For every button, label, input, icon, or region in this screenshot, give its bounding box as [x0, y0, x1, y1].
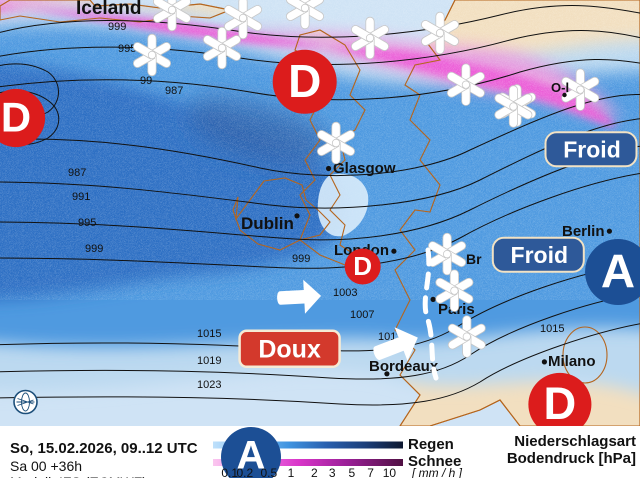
svg-text:987: 987: [165, 85, 183, 97]
svg-text:995: 995: [78, 217, 96, 229]
svg-text:Regen: Regen: [408, 436, 454, 453]
svg-text:999: 999: [108, 21, 126, 33]
svg-text:987: 987: [68, 167, 86, 179]
svg-text:99: 99: [140, 75, 152, 87]
svg-text:7: 7: [367, 466, 374, 478]
svg-text:1015: 1015: [197, 328, 221, 340]
svg-text:Iceland: Iceland: [76, 0, 141, 19]
svg-text:991: 991: [72, 191, 90, 203]
svg-text:0.5: 0.5: [260, 466, 277, 478]
svg-text:999: 999: [292, 253, 310, 265]
svg-text:[ mm / h ]: [ mm / h ]: [411, 466, 463, 478]
svg-text:O-l: O-l: [551, 80, 569, 95]
svg-text:Br: Br: [466, 251, 482, 267]
svg-text:1007: 1007: [350, 309, 374, 321]
svg-text:3: 3: [329, 466, 336, 478]
svg-text:1003: 1003: [333, 287, 357, 299]
svg-text:Bodendruck [hPa]: Bodendruck [hPa]: [507, 450, 636, 467]
svg-text:999: 999: [85, 243, 103, 255]
svg-text:1: 1: [288, 466, 295, 478]
svg-text:0.2: 0.2: [236, 466, 253, 478]
svg-text:Niederschlagsart: Niederschlagsart: [514, 433, 636, 450]
svg-text:2: 2: [311, 466, 318, 478]
svg-text:1019: 1019: [197, 355, 221, 367]
svg-text:Bordeaux: Bordeaux: [369, 358, 439, 375]
svg-text:5: 5: [349, 466, 356, 478]
svg-text:1015: 1015: [540, 323, 564, 335]
svg-text:Glasgow: Glasgow: [333, 160, 396, 177]
svg-text:10: 10: [383, 466, 397, 478]
svg-text:Milano: Milano: [548, 353, 596, 370]
svg-text:1023: 1023: [197, 379, 221, 391]
svg-text:Dublin: Dublin: [241, 214, 294, 233]
